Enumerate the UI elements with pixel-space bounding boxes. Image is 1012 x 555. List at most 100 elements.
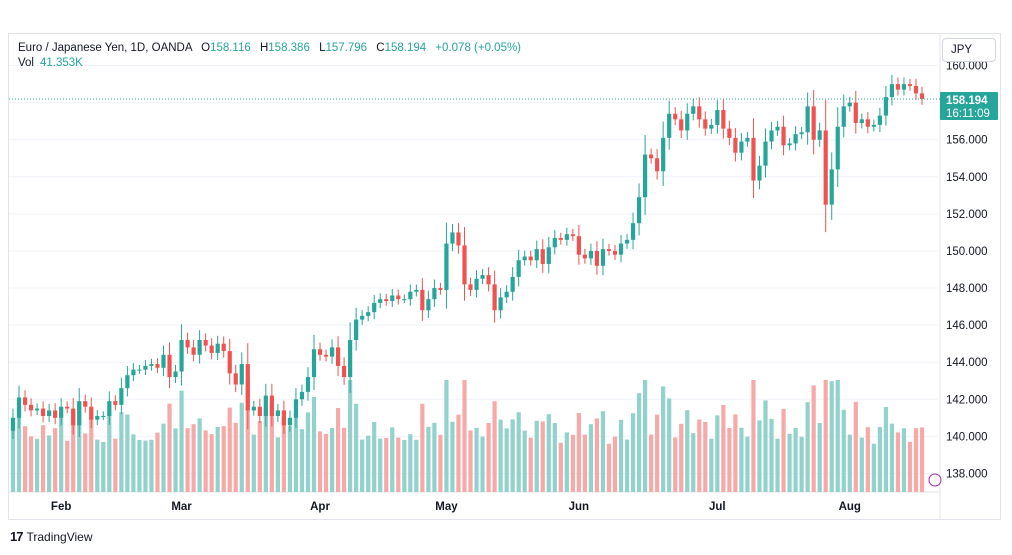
candle-body [588, 250, 594, 259]
volume-bar [739, 427, 744, 492]
candle-body [715, 110, 720, 125]
candle-body [805, 106, 810, 133]
candle-body [733, 137, 738, 153]
volume-bar [643, 380, 648, 492]
volume-bar [793, 428, 798, 492]
candle-body [408, 291, 413, 300]
volume-bar [865, 427, 870, 492]
candle-body [853, 102, 858, 124]
candle-body [865, 119, 870, 127]
low-value: 157.796 [325, 42, 368, 54]
volume-bar [119, 412, 124, 492]
currency-button[interactable]: JPY [942, 38, 996, 62]
candle-body [65, 406, 70, 409]
candle-body [919, 93, 925, 99]
volume-bar [456, 414, 461, 492]
volume-bar [516, 412, 521, 492]
candle-body [263, 395, 268, 416]
volume-bar [624, 439, 630, 492]
time-tick-label: Jul [709, 501, 726, 513]
volume-bar [41, 425, 46, 492]
low-label: L [319, 42, 326, 54]
candle-body [101, 415, 106, 417]
volume-bar [588, 424, 594, 492]
symbol-title[interactable]: Euro / Japanese Yen, 1D, OANDA [18, 42, 192, 54]
price-tick-label: 144.000 [946, 357, 988, 369]
candle-body [155, 364, 160, 368]
volume-bar [829, 381, 834, 492]
price-tick-label: 148.000 [946, 283, 988, 295]
volume-bar [655, 414, 660, 492]
candle-body [498, 297, 503, 311]
candle-body [119, 388, 124, 405]
close-value: 158.194 [384, 42, 427, 54]
volume-bar [673, 437, 678, 492]
candle-body [348, 339, 353, 378]
volume-bar [570, 434, 575, 492]
volume-bar [113, 438, 118, 492]
volume-bar [594, 418, 600, 492]
volume-legend: Vol 41.353K [18, 57, 83, 69]
change-value: +0.078 (+0.05%) [435, 42, 522, 54]
candle-body [95, 415, 100, 420]
time-tick-label: Aug [839, 501, 861, 513]
candle-body [215, 343, 220, 353]
candle-body [83, 401, 88, 407]
volume-bar [649, 434, 654, 492]
candle-body [751, 137, 756, 181]
candle-body [372, 302, 377, 313]
candle-body [859, 119, 864, 124]
candle-body [594, 250, 600, 266]
volume-bar [131, 434, 136, 492]
candle-body [269, 395, 274, 416]
open-label: O [201, 42, 211, 54]
candle-body [889, 84, 895, 98]
candle-body [618, 243, 624, 255]
volume-bar [161, 423, 166, 492]
high-label: H [259, 42, 269, 54]
candle-body [811, 106, 816, 140]
volume-bar [721, 405, 726, 492]
candle-body [546, 247, 551, 264]
candle-body [486, 275, 491, 285]
volume-bar [889, 423, 895, 492]
candle-body [41, 408, 46, 416]
tradingview-branding[interactable]: 17 TradingView [10, 529, 93, 544]
volume-bar [402, 440, 407, 492]
volume-bar [269, 404, 274, 492]
volume-bar [871, 443, 876, 492]
candle-body [600, 249, 606, 266]
candle-body [47, 410, 52, 416]
candle-body [673, 113, 678, 120]
volume-bar [600, 411, 606, 492]
volume-bar [630, 413, 636, 492]
candle-body [227, 351, 232, 374]
volume-bar [618, 419, 624, 492]
volume-bar [414, 439, 419, 492]
price-tick-label: 140.000 [946, 431, 988, 443]
volume-bar [805, 402, 810, 492]
time-tick-label: Apr [310, 501, 330, 513]
candle-body [287, 417, 293, 426]
close-label: C [376, 42, 385, 54]
candle-body [456, 232, 461, 246]
volume-bar [209, 434, 214, 492]
volume-bar [817, 423, 822, 492]
volume-bar [10, 424, 16, 492]
candle-body [16, 397, 22, 418]
volume-bar [65, 440, 70, 492]
volume-bar [697, 419, 702, 492]
candle-body [907, 84, 913, 86]
candle-body [624, 239, 630, 244]
candle-body [71, 408, 76, 426]
volume-bar [492, 401, 497, 492]
candle-body [528, 256, 533, 261]
candle-body [342, 365, 347, 378]
volume-bar [745, 436, 750, 492]
candle-body [179, 339, 184, 372]
volume-bar [185, 428, 190, 492]
candle-body [59, 406, 64, 418]
candle-body [630, 223, 636, 240]
candle-body [763, 141, 768, 166]
